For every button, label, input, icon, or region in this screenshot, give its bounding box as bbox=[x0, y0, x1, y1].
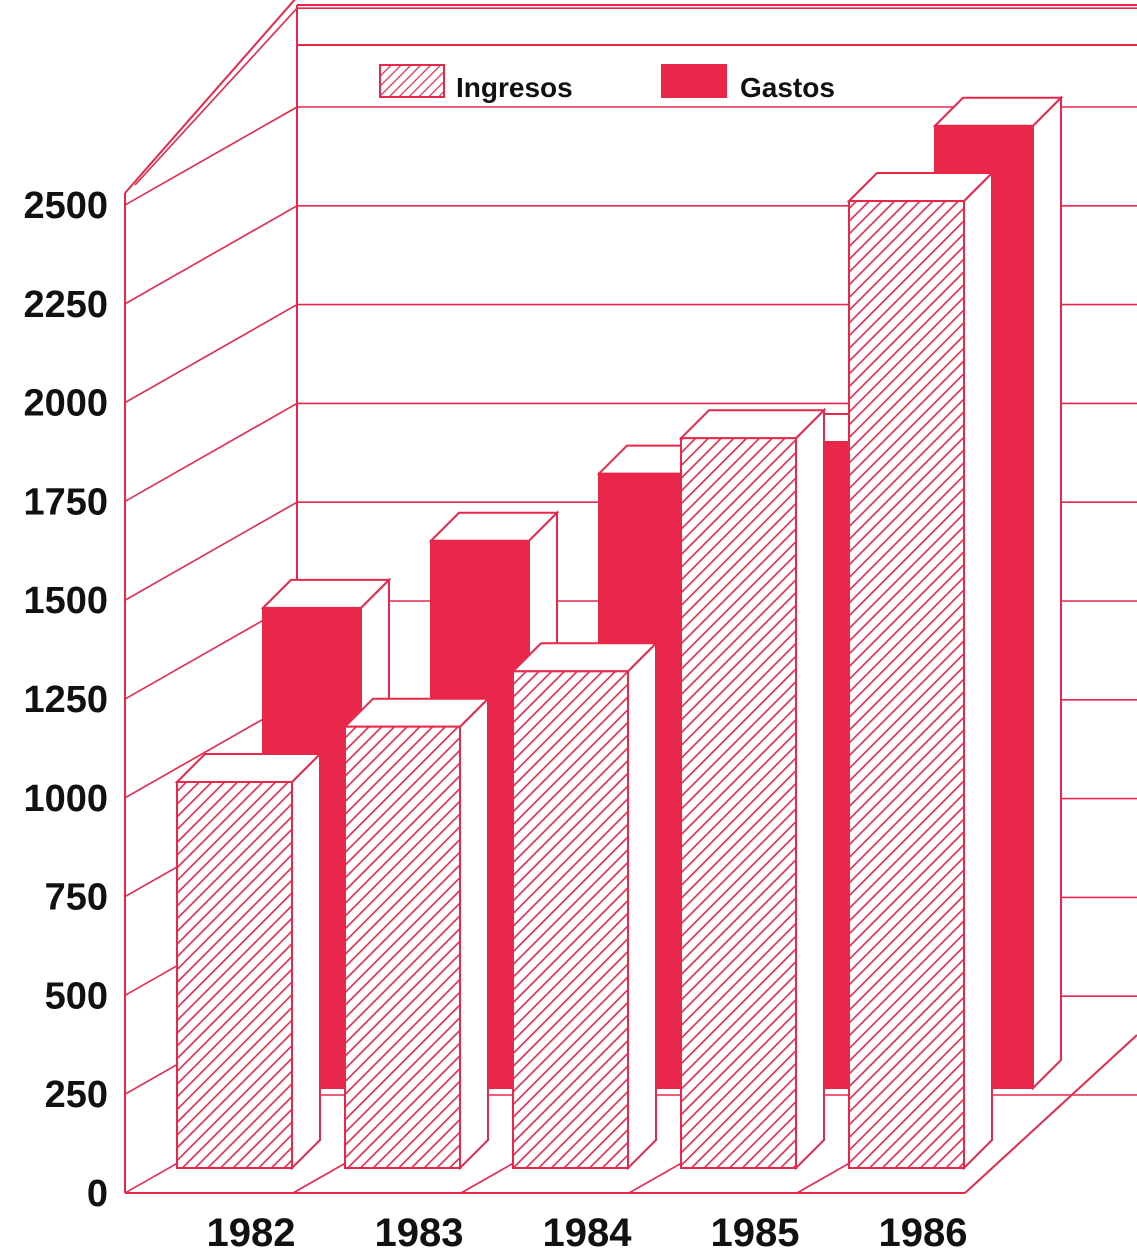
y-tick-label-500: 500 bbox=[45, 975, 108, 1017]
gridline-side-2000 bbox=[125, 305, 297, 403]
bar-ingresos-1982-front bbox=[177, 782, 292, 1168]
bar-ingresos-1982-side bbox=[292, 754, 320, 1168]
y-tick-label-1250: 1250 bbox=[23, 679, 108, 721]
bar-ingresos-1986-front bbox=[849, 201, 964, 1168]
gridline-side-top bbox=[135, 8, 297, 185]
bar-ingresos-1983-side bbox=[460, 699, 488, 1168]
legend-label-ingresos: Ingresos bbox=[456, 72, 573, 103]
bar-gastos-1986-side bbox=[1033, 98, 1061, 1088]
y-tick-label-2250: 2250 bbox=[23, 284, 108, 326]
y-tick-label-2000: 2000 bbox=[23, 383, 108, 425]
y-tick-label-0: 0 bbox=[87, 1173, 108, 1215]
y-tick-label-1000: 1000 bbox=[23, 778, 108, 820]
bar-ingresos-1986-side bbox=[964, 173, 992, 1168]
gridline-side-1750 bbox=[125, 403, 297, 501]
y-tick-label-250: 250 bbox=[45, 1074, 108, 1116]
bar-ingresos-1984-front bbox=[513, 671, 628, 1168]
gridline-side-1500 bbox=[125, 502, 297, 600]
x-tick-label-1982: 1982 bbox=[207, 1211, 296, 1255]
x-tick-label-1984: 1984 bbox=[543, 1211, 633, 1255]
y-tick-label-1500: 1500 bbox=[23, 580, 108, 622]
legend: Ingresos Gastos bbox=[380, 65, 835, 103]
x-tick-label-1986: 1986 bbox=[879, 1211, 968, 1255]
bar-ingresos-1985-front bbox=[681, 438, 796, 1168]
bar-ingresos-1985-side bbox=[796, 410, 824, 1168]
bars bbox=[177, 98, 1061, 1168]
x-tick-label-1985: 1985 bbox=[711, 1211, 800, 1255]
x-tick-label-1983: 1983 bbox=[375, 1211, 464, 1255]
y-tick-label-750: 750 bbox=[45, 877, 108, 919]
legend-swatch-gastos bbox=[662, 65, 726, 97]
y-tick-label-1750: 1750 bbox=[23, 481, 108, 523]
gridline-side-2250 bbox=[125, 206, 297, 304]
bar-ingresos-1983-front bbox=[345, 727, 460, 1168]
legend-label-gastos: Gastos bbox=[740, 72, 835, 103]
y-tick-label-2500: 2500 bbox=[23, 185, 108, 227]
bar-ingresos-1984-side bbox=[628, 643, 656, 1168]
gridline-side-2500 bbox=[125, 107, 297, 205]
legend-swatch-ingresos bbox=[380, 65, 444, 97]
side-wall-top-edge bbox=[125, 0, 297, 193]
